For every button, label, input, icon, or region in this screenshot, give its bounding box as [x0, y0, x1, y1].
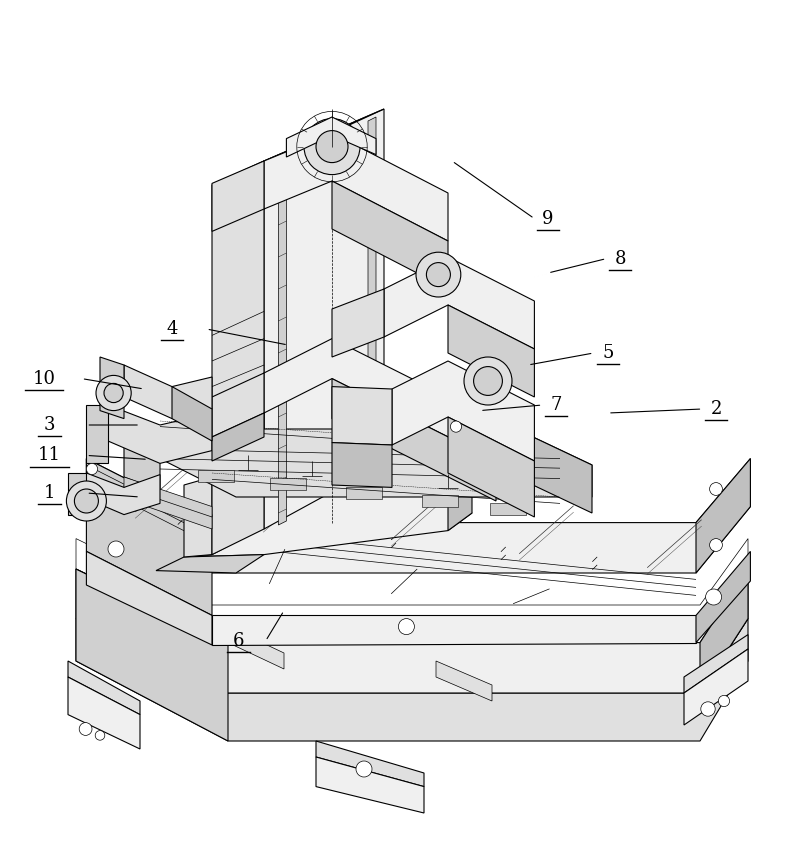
Polygon shape [86, 459, 212, 616]
Polygon shape [422, 495, 458, 507]
Polygon shape [156, 554, 264, 573]
Polygon shape [68, 677, 140, 749]
Polygon shape [76, 618, 748, 741]
Polygon shape [198, 469, 234, 481]
Circle shape [316, 131, 348, 163]
Circle shape [450, 421, 462, 432]
Circle shape [356, 761, 372, 777]
Circle shape [426, 262, 450, 287]
Polygon shape [696, 459, 750, 573]
Polygon shape [264, 109, 384, 529]
Polygon shape [124, 477, 212, 517]
Polygon shape [316, 741, 424, 786]
Polygon shape [86, 552, 212, 645]
Polygon shape [212, 161, 264, 554]
Polygon shape [264, 133, 448, 241]
Circle shape [66, 481, 106, 521]
Polygon shape [346, 487, 382, 499]
Polygon shape [212, 373, 264, 437]
Circle shape [95, 731, 105, 740]
Polygon shape [184, 477, 212, 557]
Circle shape [710, 482, 722, 495]
Polygon shape [160, 429, 592, 497]
Polygon shape [76, 569, 748, 693]
Circle shape [706, 589, 722, 605]
Polygon shape [228, 627, 284, 669]
Polygon shape [124, 429, 160, 491]
Polygon shape [286, 117, 376, 157]
Circle shape [304, 119, 360, 175]
Circle shape [464, 357, 512, 405]
Text: 5: 5 [602, 344, 614, 362]
Polygon shape [490, 503, 526, 515]
Polygon shape [212, 413, 264, 461]
Polygon shape [76, 569, 228, 741]
Circle shape [474, 366, 502, 396]
Polygon shape [696, 552, 750, 643]
Circle shape [416, 252, 461, 297]
Circle shape [79, 722, 92, 735]
Polygon shape [700, 569, 748, 693]
Text: 7: 7 [550, 396, 562, 414]
Text: 1: 1 [44, 484, 55, 502]
Polygon shape [124, 365, 212, 418]
Circle shape [710, 539, 722, 552]
Circle shape [86, 463, 98, 475]
Text: 10: 10 [33, 370, 55, 388]
Polygon shape [86, 473, 160, 514]
Polygon shape [684, 649, 748, 725]
Polygon shape [448, 482, 472, 531]
Polygon shape [436, 661, 492, 701]
Polygon shape [392, 361, 534, 461]
Circle shape [701, 701, 715, 716]
Polygon shape [264, 339, 496, 461]
Text: 3: 3 [44, 416, 55, 434]
Polygon shape [368, 117, 376, 469]
Text: 4: 4 [166, 320, 178, 338]
Polygon shape [516, 429, 592, 513]
Circle shape [104, 384, 123, 403]
Polygon shape [212, 161, 264, 231]
Polygon shape [332, 181, 448, 289]
Text: 2: 2 [710, 400, 722, 418]
Polygon shape [448, 305, 534, 397]
Text: 9: 9 [542, 210, 554, 228]
Circle shape [108, 541, 124, 557]
Polygon shape [316, 757, 424, 813]
Polygon shape [108, 405, 212, 463]
Polygon shape [68, 473, 86, 514]
Circle shape [718, 695, 730, 707]
Polygon shape [332, 289, 384, 357]
Polygon shape [270, 478, 306, 490]
Polygon shape [384, 257, 534, 349]
Polygon shape [68, 661, 140, 714]
Polygon shape [100, 357, 124, 418]
Circle shape [96, 375, 131, 410]
Polygon shape [212, 616, 696, 645]
Circle shape [74, 489, 98, 513]
Polygon shape [332, 378, 496, 501]
Polygon shape [332, 443, 392, 488]
Polygon shape [684, 635, 748, 693]
Polygon shape [278, 165, 286, 525]
Polygon shape [184, 463, 472, 557]
Polygon shape [332, 386, 392, 445]
Polygon shape [124, 485, 212, 529]
Text: 11: 11 [38, 446, 61, 464]
Polygon shape [86, 405, 108, 463]
Circle shape [398, 618, 414, 635]
Polygon shape [212, 109, 384, 185]
Polygon shape [448, 417, 534, 517]
Text: 8: 8 [614, 249, 626, 268]
Text: 6: 6 [233, 632, 244, 650]
Polygon shape [86, 459, 750, 573]
Polygon shape [172, 386, 212, 441]
